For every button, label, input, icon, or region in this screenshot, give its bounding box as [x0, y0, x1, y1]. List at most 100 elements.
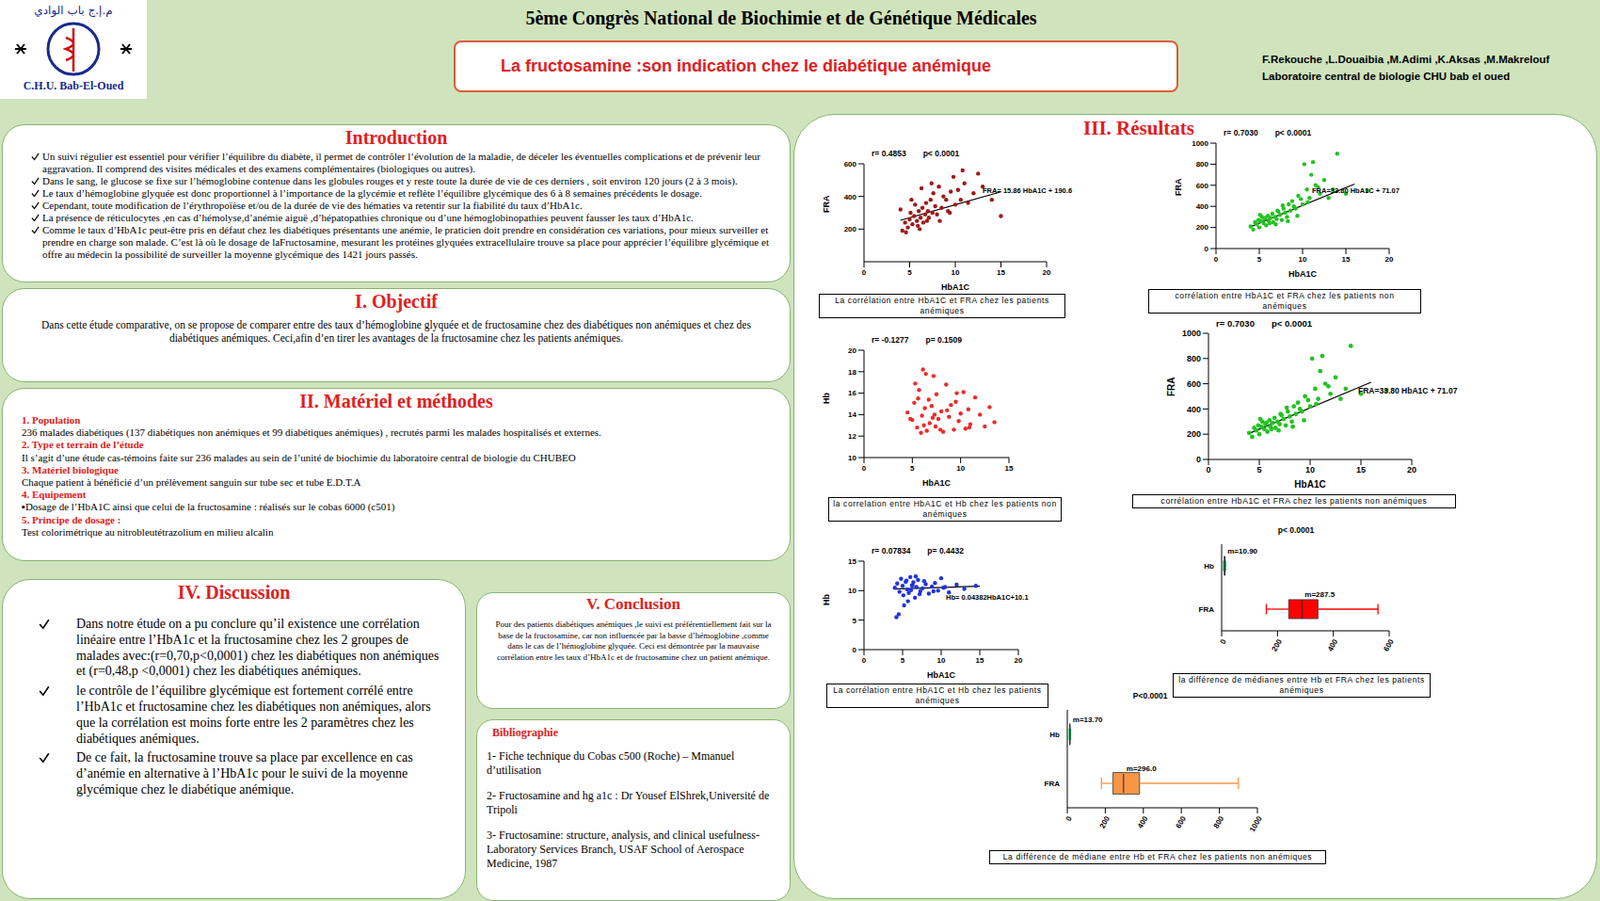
svg-text:Hb: Hb: [1203, 561, 1215, 571]
svg-text:15: 15: [976, 656, 985, 665]
svg-text:400: 400: [1326, 637, 1341, 654]
html-text:corrélation entre HbA1C et FRA: corrélation entre HbA1C et FRA chez les …: [1175, 290, 1395, 311]
html-text:5ème Congrès National de Bioch: 5ème Congrès National de Biochimie et de…: [525, 7, 1037, 29]
html-text:La fructosamine :son indicatio: La fructosamine :son indication chez le …: [500, 56, 992, 76]
svg-text:5: 5: [852, 616, 858, 625]
svg-text:14: 14: [848, 410, 857, 419]
svg-text:m=13.70: m=13.70: [1072, 715, 1104, 724]
html-text:1- Fiche technique du Cobas c5: 1- Fiche technique du Cobas c500 (Roche)…: [486, 749, 735, 777]
svg-text:800: 800: [1186, 353, 1201, 364]
svg-text:0: 0: [1218, 637, 1229, 646]
svg-text:m=287.5: m=287.5: [1304, 590, 1335, 599]
svg-text:600: 600: [1381, 637, 1396, 654]
svg-text:20: 20: [1042, 268, 1052, 277]
svg-text:20: 20: [1407, 464, 1417, 475]
html-text:Un suivi régulier est essentie: Un suivi régulier est essentiel pour vér…: [42, 150, 761, 175]
svg-text:800: 800: [1212, 814, 1227, 831]
svg-text:600: 600: [1196, 181, 1210, 191]
svg-text:HbA1C: HbA1C: [1288, 269, 1318, 279]
svg-text:200: 200: [844, 224, 858, 234]
svg-text:5: 5: [907, 268, 912, 277]
svg-text:5: 5: [1256, 464, 1262, 475]
svg-text:400: 400: [844, 192, 858, 202]
svg-text:15: 15: [1342, 255, 1351, 264]
svg-text:FRA: FRA: [1199, 605, 1216, 614]
svg-text:0: 0: [862, 268, 867, 277]
html-text:I. Objectif: I. Objectif: [354, 290, 438, 312]
svg-text:10: 10: [937, 656, 946, 665]
svg-text:0: 0: [1205, 464, 1211, 475]
svg-text:200: 200: [1098, 814, 1113, 831]
svg-text:20: 20: [848, 346, 857, 355]
svg-text:16: 16: [848, 388, 857, 398]
html-text:la correlation entre HbA1C et: la correlation entre HbA1C et Hb chez le…: [833, 498, 1057, 519]
svg-text:0: 0: [852, 645, 858, 655]
svg-text:FRA: FRA: [1044, 779, 1061, 788]
svg-text:m=296.0: m=296.0: [1126, 764, 1157, 773]
html-text:2- Fructosamine and hg a1c : D: 2- Fructosamine and hg a1c : Dr Yousef E…: [486, 788, 770, 816]
svg-text:18: 18: [848, 368, 857, 377]
svg-text:10: 10: [956, 464, 965, 473]
svg-text:0: 0: [1196, 454, 1201, 464]
html-text:Introduction: Introduction: [345, 127, 448, 148]
svg-text:10: 10: [848, 586, 857, 595]
svg-text:Hb: Hb: [821, 392, 832, 404]
svg-text:Hb: Hb: [821, 593, 832, 606]
svg-text:400: 400: [1186, 404, 1201, 415]
svg-text:10: 10: [951, 268, 960, 277]
svg-text:600: 600: [1173, 814, 1188, 831]
svg-text:200: 200: [1270, 637, 1285, 654]
svg-text:10: 10: [1298, 255, 1308, 264]
svg-text:600: 600: [844, 160, 858, 169]
svg-text:0: 0: [1064, 814, 1074, 823]
html-text:III. Résultats: III. Résultats: [1083, 116, 1195, 140]
svg-text:0: 0: [1214, 255, 1219, 264]
html-text:II. Matériel et méthodes: II. Matériel et méthodes: [299, 390, 493, 412]
svg-text:HbA1C: HbA1C: [941, 282, 971, 292]
html-text:Dans cette étude comparative,: Dans cette étude comparative, on se prop…: [41, 319, 752, 344]
svg-text:0: 0: [1204, 244, 1210, 254]
svg-text:10: 10: [848, 453, 857, 463]
html-text:le contrôle de l’équilibre gly: le contrôle de l’équilibre glycémique es…: [76, 683, 431, 746]
svg-text:1000: 1000: [1182, 328, 1201, 338]
svg-text:1000: 1000: [1248, 814, 1264, 833]
svg-text:800: 800: [1196, 160, 1210, 169]
svg-text:0: 0: [862, 656, 867, 665]
html-text:3- Fructosamine: structure, an: 3- Fructosamine: structure, analysis, an…: [486, 828, 760, 870]
svg-text:600: 600: [1186, 379, 1201, 389]
svg-text:15: 15: [996, 268, 1006, 277]
svg-text:FRA: FRA: [1166, 376, 1177, 397]
svg-text:15: 15: [848, 557, 857, 566]
svg-text:FRA: FRA: [1173, 177, 1184, 196]
svg-text:200: 200: [1186, 429, 1201, 439]
svg-text:0: 0: [862, 464, 867, 473]
html-text:De ce fait, la fructosamine tr: De ce fait, la fructosamine trouve sa pl…: [76, 750, 413, 797]
svg-text:400: 400: [1196, 202, 1210, 211]
html-text:la différence de médianes entr: la différence de médianes entre Hb et FR…: [1178, 674, 1425, 695]
svg-text:15: 15: [1356, 464, 1366, 475]
html-text:La corrélation entre HbA1C et: La corrélation entre HbA1C et FRA chez l…: [835, 295, 1050, 316]
html-text:Comme le taux d’HbA1c peut-êtr: Comme le taux d’HbA1c peut-être pris en …: [42, 223, 769, 260]
svg-text:5: 5: [910, 464, 915, 473]
svg-text:Hb: Hb: [1049, 730, 1060, 739]
svg-text:5: 5: [1257, 255, 1263, 264]
svg-text:200: 200: [1196, 223, 1210, 232]
svg-text:HbA1C: HbA1C: [927, 670, 957, 680]
svg-text:15: 15: [1005, 464, 1014, 473]
svg-text:20: 20: [1385, 255, 1394, 264]
html-text:Pour des patients diabétiques: Pour des patients diabétiques anémiques …: [495, 619, 772, 662]
svg-text:400: 400: [1136, 814, 1151, 831]
html-text:Dans notre étude on a pu concl: Dans notre étude on a pu conclure qu’il …: [76, 616, 440, 679]
svg-text:10: 10: [1305, 464, 1315, 475]
svg-text:1000: 1000: [1191, 139, 1209, 148]
html-text:La corrélation entre HbA1C et: La corrélation entre HbA1C et Hb chez le…: [833, 685, 1042, 705]
svg-text:FRA: FRA: [821, 194, 832, 213]
svg-text:HbA1C: HbA1C: [1294, 479, 1326, 490]
html-text:IV. Discussion: IV. Discussion: [177, 581, 291, 603]
html-text:V. Conclusion: V. Conclusion: [586, 594, 681, 613]
svg-text:5: 5: [900, 656, 906, 665]
svg-text:m=10.90: m=10.90: [1227, 546, 1258, 556]
svg-text:HbA1C: HbA1C: [922, 478, 952, 488]
svg-text:12: 12: [848, 432, 857, 441]
svg-text:20: 20: [1014, 656, 1024, 665]
